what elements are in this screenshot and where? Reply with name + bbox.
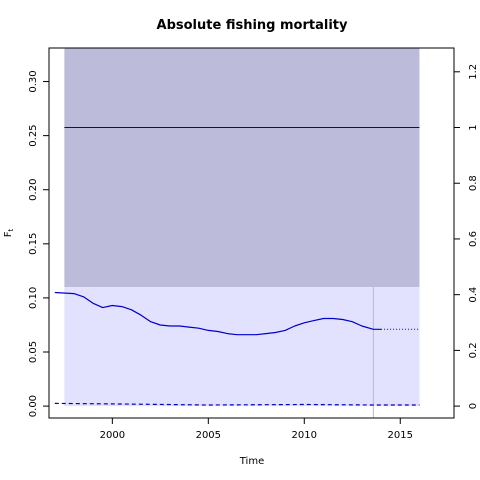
y-axis-label-main: F [3,231,14,237]
y2-tick-label: 0.8 [468,175,479,191]
chart-title: Absolute fishing mortality [157,18,348,33]
x-tick-label: 2010 [292,430,317,441]
lower-band-region [64,287,420,407]
y-tick-label: 0.25 [28,124,39,146]
y2-tick-label: 1 [468,124,479,130]
x-axis-label: Time [239,456,264,467]
y2-tick-label: 0.6 [468,231,479,247]
y-tick-label: 0.05 [28,341,39,363]
background-regions [64,48,420,407]
fishing-mortality-line [54,291,382,336]
data-lines [54,127,420,418]
x-tick-label: 2000 [100,430,125,441]
upper-band-region [64,48,420,288]
y-tick-label: 0.15 [28,233,39,255]
x-axis: 2000 2005 2010 2015 [100,417,413,441]
y-tick-label: 0.00 [28,395,39,417]
x-tick-label: 2005 [196,430,221,441]
y2-tick-label: 1.2 [468,64,479,80]
y-axis-right: 0 0.2 0.4 0.6 0.8 1 1.2 [454,64,479,409]
y-tick-label: 0.30 [28,70,39,92]
y-axis-left: 0.00 0.05 0.10 0.15 0.20 0.25 0.30 [28,70,49,417]
y-tick-label: 0.10 [28,287,39,309]
y-tick-label: 0.20 [28,179,39,201]
y2-tick-label: 0.2 [468,342,479,358]
y-axis-label: Ft [3,228,15,237]
y-axis-label-subscript: t [7,228,15,231]
y2-tick-label: 0.4 [468,287,479,303]
y2-tick-label: 0 [468,403,479,409]
x-tick-label: 2015 [388,430,413,441]
